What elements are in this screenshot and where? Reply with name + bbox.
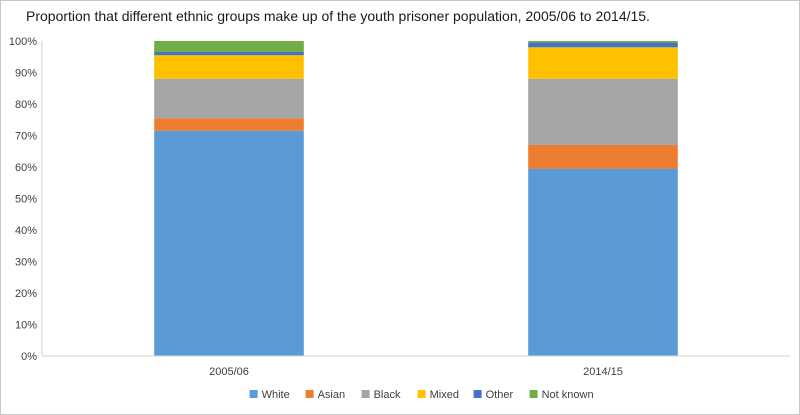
legend-swatch xyxy=(361,390,370,398)
bar-segment-asian xyxy=(154,118,304,131)
y-tick-label: 20% xyxy=(15,288,37,300)
legend-label: White xyxy=(262,389,290,401)
bar-segment-black xyxy=(528,78,678,145)
legend-swatch xyxy=(305,390,314,398)
y-tick-label: 40% xyxy=(15,225,37,237)
bar-segment-mixed xyxy=(154,55,304,79)
y-tick-label: 80% xyxy=(15,99,37,111)
legend-label: Not known xyxy=(542,389,594,401)
bar-segment-not-known xyxy=(154,41,304,53)
legend: White Asian Black Mixed Other Not known xyxy=(249,389,594,401)
bar-segment-not-known xyxy=(528,41,678,43)
legend-label: Other xyxy=(486,389,514,401)
legend-label: Black xyxy=(374,389,401,401)
y-tick-label: 70% xyxy=(15,131,37,143)
y-tick-label: 10% xyxy=(15,320,37,332)
y-tick-label: 90% xyxy=(15,68,37,80)
bars xyxy=(154,41,678,356)
legend-swatch xyxy=(473,390,482,398)
x-category-label: 2014/15 xyxy=(583,366,623,378)
y-tick-label: 100% xyxy=(9,36,37,48)
legend-swatch xyxy=(417,390,426,398)
y-axis: 0% 10% 20% 30% 40% 50% 60% 70% 80% 90% 100% xyxy=(9,36,43,363)
legend-label: Mixed xyxy=(430,389,459,401)
bar-segment-white xyxy=(528,168,678,356)
bar-segment-other xyxy=(154,52,304,56)
bar-segment-other xyxy=(528,42,678,48)
bar-segment-white xyxy=(154,130,304,356)
y-tick-label: 60% xyxy=(15,162,37,174)
bar-segment-black xyxy=(154,78,304,119)
x-axis: 2005/06 2014/15 xyxy=(42,355,790,378)
y-tick-label: 0% xyxy=(21,351,37,363)
x-category-label: 2005/06 xyxy=(209,366,249,378)
bar-segment-mixed xyxy=(528,47,678,79)
chart-title: Proportion that different ethnic groups … xyxy=(26,8,650,24)
legend-label: Asian xyxy=(318,389,346,401)
y-tick-label: 30% xyxy=(15,257,37,269)
y-tick-label: 50% xyxy=(15,194,37,206)
bar-segment-asian xyxy=(528,144,678,169)
legend-swatch xyxy=(529,390,538,398)
legend-swatch xyxy=(249,390,258,398)
